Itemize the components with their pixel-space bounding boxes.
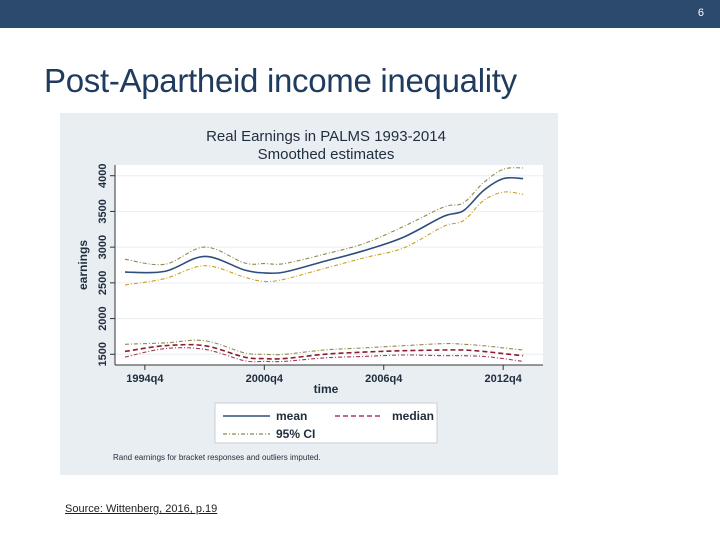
legend-label-mean: mean: [276, 409, 307, 423]
y-axis-label: earnings: [76, 240, 90, 290]
series-line-mean: [124, 176, 524, 275]
y-tick-label: 1500: [97, 342, 109, 366]
y-tick-label: 3000: [97, 235, 109, 259]
x-tick-label: 1994q4: [126, 373, 164, 385]
series-line-median-95-ci-upper: [124, 339, 524, 356]
legend: mean median 95% CI: [214, 402, 438, 444]
series-line-median-95-ci-lower: [124, 347, 524, 363]
series-line-mean-95-ci-lower: [124, 191, 524, 286]
series-line-mean-95-ci-upper: [124, 167, 524, 266]
chart-title: Real Earnings in PALMS 1993-2014: [206, 128, 446, 145]
chart-note: Rand earnings for bracket responses and …: [113, 453, 321, 462]
series-line-median: [124, 343, 524, 360]
x-tick-label: 2012q4: [485, 373, 523, 385]
x-tick-label: 2006q4: [365, 373, 403, 385]
chart-panel: Real Earnings in PALMS 1993-2014 Smoothe…: [60, 113, 558, 475]
legend-label-median: median: [392, 409, 434, 423]
y-tick-label: 2000: [97, 306, 109, 330]
x-tick-label: 2000q4: [246, 373, 284, 385]
legend-box: [214, 402, 438, 444]
slide-title: Post-Apartheid income inequality: [44, 62, 517, 99]
x-axis-label: time: [314, 382, 339, 396]
y-tick-label: 2500: [97, 271, 109, 295]
y-tick-label: 3500: [97, 199, 109, 223]
plot-area: [115, 165, 543, 365]
source-citation-link[interactable]: Source: Wittenberg, 2016, p.19: [65, 503, 218, 515]
legend-label-ci: 95% CI: [276, 427, 315, 441]
earnings-line-chart: Real Earnings in PALMS 1993-2014 Smoothe…: [76, 128, 543, 462]
top-bar: 6: [0, 0, 720, 28]
grid-lines: [115, 175, 543, 355]
slide-number: 6: [697, 7, 704, 19]
chart-subtitle: Smoothed estimates: [258, 146, 395, 163]
series-lines: [124, 167, 524, 363]
axes: 1500 2000 2500 3000 3500 4000 1994q4 2000q4 2006…: [97, 163, 543, 385]
y-tick-label: 4000: [97, 163, 109, 187]
